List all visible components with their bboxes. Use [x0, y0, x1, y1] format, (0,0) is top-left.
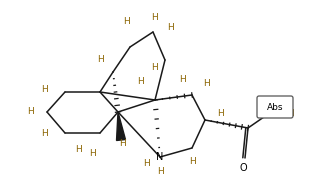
- Text: N: N: [156, 152, 164, 162]
- Text: H: H: [152, 13, 158, 22]
- Text: H: H: [152, 64, 158, 73]
- Text: H: H: [119, 138, 126, 147]
- Text: H: H: [41, 129, 47, 137]
- Text: H: H: [41, 85, 47, 95]
- Text: H: H: [204, 79, 210, 88]
- Text: H: H: [217, 108, 223, 118]
- FancyBboxPatch shape: [257, 96, 293, 118]
- Text: O: O: [239, 163, 247, 173]
- Text: H: H: [90, 150, 96, 159]
- Text: H: H: [167, 24, 173, 33]
- Polygon shape: [117, 112, 126, 140]
- Text: H: H: [144, 159, 150, 168]
- Text: H: H: [189, 158, 195, 167]
- Text: H: H: [287, 108, 293, 118]
- Text: H: H: [178, 75, 185, 84]
- Text: H: H: [27, 107, 33, 116]
- Text: Abs: Abs: [267, 103, 283, 112]
- Text: H: H: [124, 18, 130, 27]
- Text: H: H: [97, 56, 103, 65]
- Text: H: H: [157, 168, 163, 176]
- Text: H: H: [74, 145, 81, 154]
- Text: H: H: [137, 77, 143, 87]
